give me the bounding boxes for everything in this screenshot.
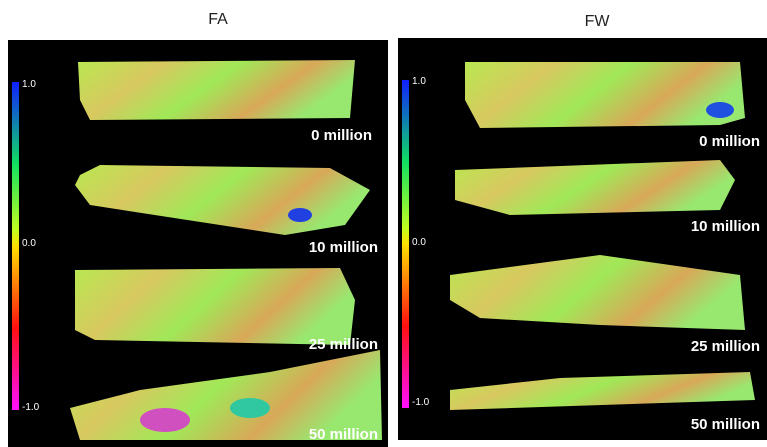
sample-label: 25 million: [691, 338, 760, 355]
colorbar: [12, 82, 19, 410]
sample-image: [78, 60, 355, 120]
sample-label: 10 million: [309, 239, 378, 256]
colorbar-max: 1.0: [22, 79, 36, 90]
colorbar-mid: 0.0: [412, 237, 426, 248]
figure: FA 1.0 0.0 -1.0 0 million 10 million 25 …: [0, 0, 767, 447]
colorbar-min: -1.0: [22, 402, 40, 413]
colorbar-mid: 0.0: [22, 238, 36, 249]
sample-label: 50 million: [691, 416, 760, 433]
sample-image: [465, 62, 745, 128]
sample-image: [75, 268, 355, 345]
sample-label: 0 million: [699, 133, 760, 150]
panel-title: FW: [585, 13, 611, 30]
blob: [706, 102, 734, 118]
panel: FW 1.0 0.0 -1.0 0 million 10 million 25 …: [398, 13, 767, 440]
blob: [230, 398, 270, 418]
colorbar: [402, 80, 409, 408]
blob: [288, 208, 312, 222]
sample-label: 50 million: [309, 426, 378, 443]
sample-label: 0 million: [311, 127, 372, 144]
sample-label: 25 million: [309, 336, 378, 353]
blob: [140, 408, 190, 432]
panel-title: FA: [208, 11, 228, 28]
colorbar-min: -1.0: [412, 397, 430, 408]
panel: FA 1.0 0.0 -1.0 0 million 10 million 25 …: [8, 11, 388, 447]
colorbar-max: 1.0: [412, 76, 426, 87]
sample-label: 10 million: [691, 218, 760, 235]
